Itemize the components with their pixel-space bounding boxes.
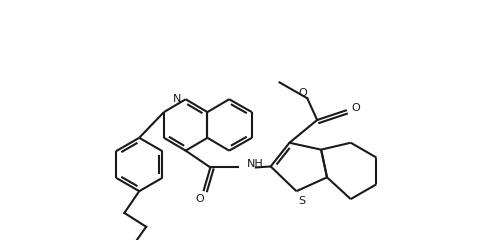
Text: O: O [351, 103, 360, 113]
Text: O: O [195, 194, 204, 204]
Text: S: S [298, 196, 305, 206]
Text: NH: NH [247, 160, 263, 169]
Text: O: O [298, 88, 307, 98]
Text: N: N [172, 94, 181, 104]
